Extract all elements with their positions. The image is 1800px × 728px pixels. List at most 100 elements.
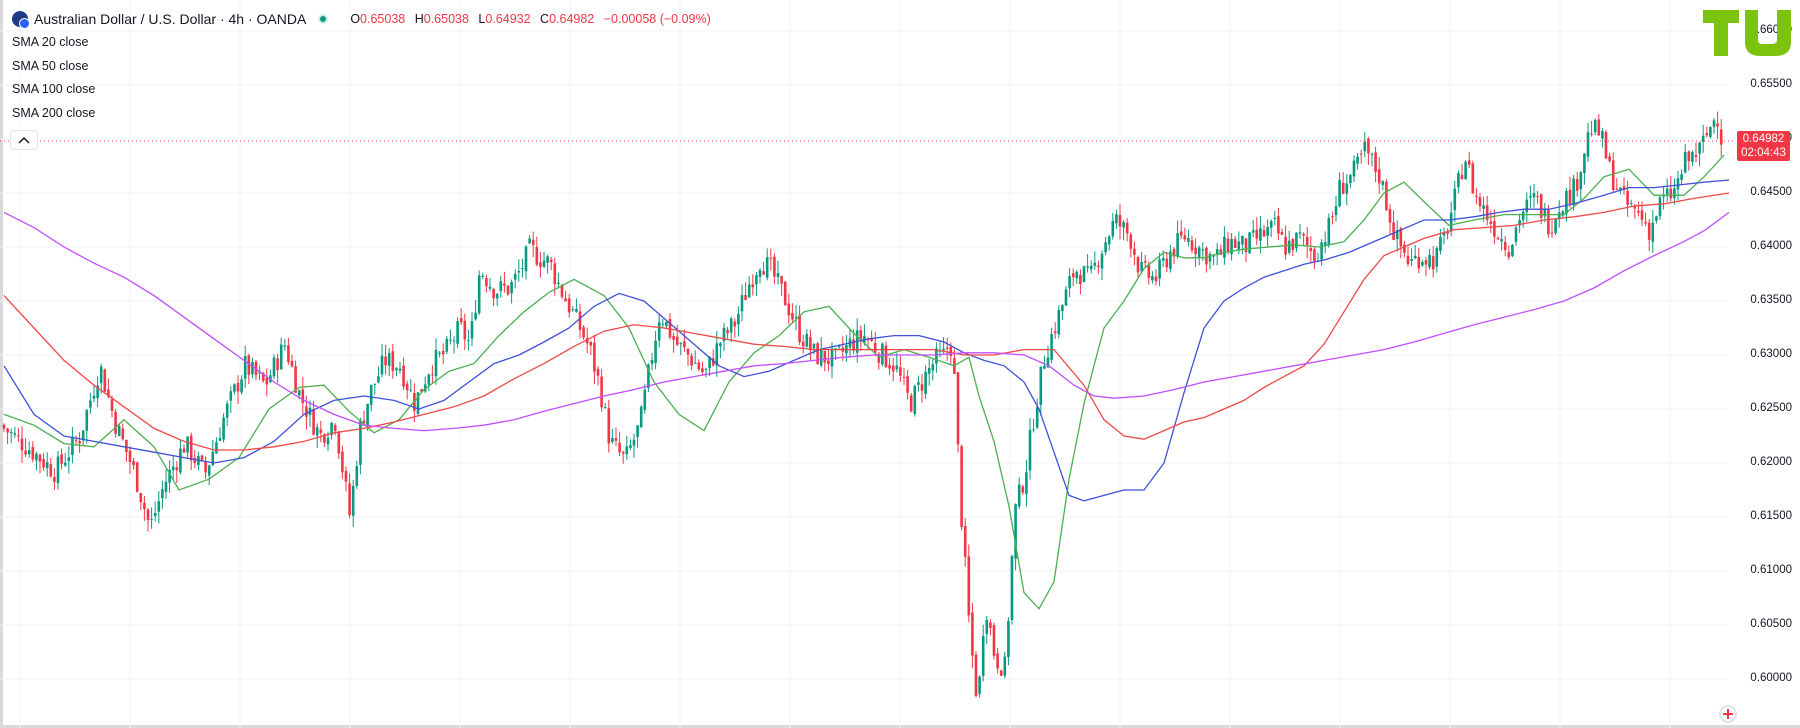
candle-body — [1543, 208, 1547, 217]
legend-sma-50[interactable]: SMA 50 close — [12, 59, 89, 73]
candle-body — [1338, 180, 1341, 207]
candle-body — [49, 463, 53, 477]
market-status-icon[interactable] — [318, 14, 329, 24]
candle-body — [1122, 222, 1125, 228]
legend-sma-100[interactable]: SMA 100 close — [12, 82, 96, 96]
candle-body — [1579, 172, 1583, 190]
candle-body — [1388, 209, 1392, 223]
candle-body — [589, 342, 593, 346]
candle-body — [1327, 217, 1331, 246]
candle-body — [1223, 236, 1226, 258]
candle-body — [1079, 274, 1082, 285]
candle-body — [1583, 153, 1586, 174]
candle-body — [765, 257, 769, 278]
candle-body — [261, 372, 265, 381]
candle-body — [1705, 133, 1709, 136]
candle-body — [211, 451, 215, 466]
candle-body — [1604, 131, 1608, 159]
candle-body — [1640, 210, 1644, 220]
candle-body — [474, 312, 477, 320]
candle-body — [639, 406, 643, 428]
candle-body — [1064, 289, 1068, 306]
candle-body — [1176, 233, 1179, 257]
candle-body — [877, 353, 881, 363]
sma-line-100 — [3, 192, 1730, 451]
candle-body — [193, 457, 197, 464]
close-value: 0.64982 — [549, 12, 595, 26]
candle-body — [467, 340, 470, 342]
candle-body — [546, 256, 549, 263]
symbol-title[interactable]: Australian Dollar / U.S. Dollar · 4h · O… — [34, 11, 307, 27]
collapse-legend-button[interactable] — [10, 130, 38, 150]
candle-body — [1374, 152, 1377, 172]
candle-body — [1313, 249, 1316, 262]
candle-body — [1467, 160, 1471, 165]
candle-body — [593, 342, 596, 372]
candle-body — [13, 433, 17, 435]
candle-body — [218, 438, 222, 441]
candle-body — [85, 410, 89, 431]
candle-body — [945, 347, 949, 349]
candle-body — [1547, 208, 1550, 235]
candle-body — [967, 556, 971, 616]
candle-body — [1187, 237, 1190, 242]
tradingview-logo-icon[interactable] — [1718, 704, 1738, 724]
candle-body — [391, 351, 395, 372]
candle-body — [1331, 216, 1334, 218]
candle-body — [524, 246, 528, 272]
candle-body — [1669, 188, 1673, 199]
candle-body — [1053, 331, 1057, 334]
candle-body — [542, 260, 546, 267]
candle-body — [1226, 238, 1230, 253]
candle-body — [1179, 231, 1183, 236]
candle-body — [459, 318, 463, 323]
candle-body — [1385, 181, 1388, 211]
chevron-up-icon — [18, 136, 30, 144]
candle-body — [553, 263, 557, 285]
candle-body — [740, 295, 744, 312]
candle-body — [1593, 120, 1597, 133]
candle-body — [791, 312, 794, 320]
candle-body — [1359, 153, 1363, 155]
price-axis-label: 0.60500 — [1750, 618, 1792, 630]
candle-body — [279, 344, 283, 370]
candle-body — [834, 348, 837, 350]
candle-body — [405, 383, 409, 391]
candle-body — [301, 389, 305, 404]
candle-body — [1093, 262, 1097, 266]
candle-body — [31, 447, 35, 460]
candle-body — [1521, 211, 1525, 220]
candle-body — [1309, 247, 1313, 252]
candle-body — [1151, 275, 1154, 281]
candle-body — [74, 439, 78, 441]
candle-body — [1575, 178, 1579, 191]
candle-body — [510, 282, 513, 294]
candle-body — [1568, 189, 1572, 204]
candle-body — [1615, 188, 1619, 190]
candle-body — [139, 493, 143, 503]
candle-body — [319, 429, 323, 433]
candle-body — [506, 285, 510, 295]
candle-body — [1107, 236, 1111, 245]
candle-body — [427, 374, 431, 385]
candle-body — [1442, 232, 1446, 236]
candle-body — [647, 364, 650, 389]
candle-body — [1511, 244, 1514, 256]
candle-body — [711, 358, 715, 366]
candle-body — [567, 298, 571, 313]
candle-body — [974, 654, 978, 696]
candle-body — [107, 389, 110, 397]
candle-body — [758, 270, 762, 277]
candle-body — [1446, 231, 1449, 234]
candle-body — [449, 339, 452, 341]
candle-body — [355, 466, 359, 486]
legend-sma-200[interactable]: SMA 200 close — [12, 106, 96, 120]
candle-body — [888, 364, 891, 369]
legend-sma-20[interactable]: SMA 20 close — [12, 35, 89, 49]
candle-body — [1104, 242, 1107, 253]
candle-body — [1334, 206, 1338, 216]
candle-body — [1255, 229, 1259, 239]
candle-body — [67, 457, 71, 461]
candle-body — [722, 328, 726, 342]
